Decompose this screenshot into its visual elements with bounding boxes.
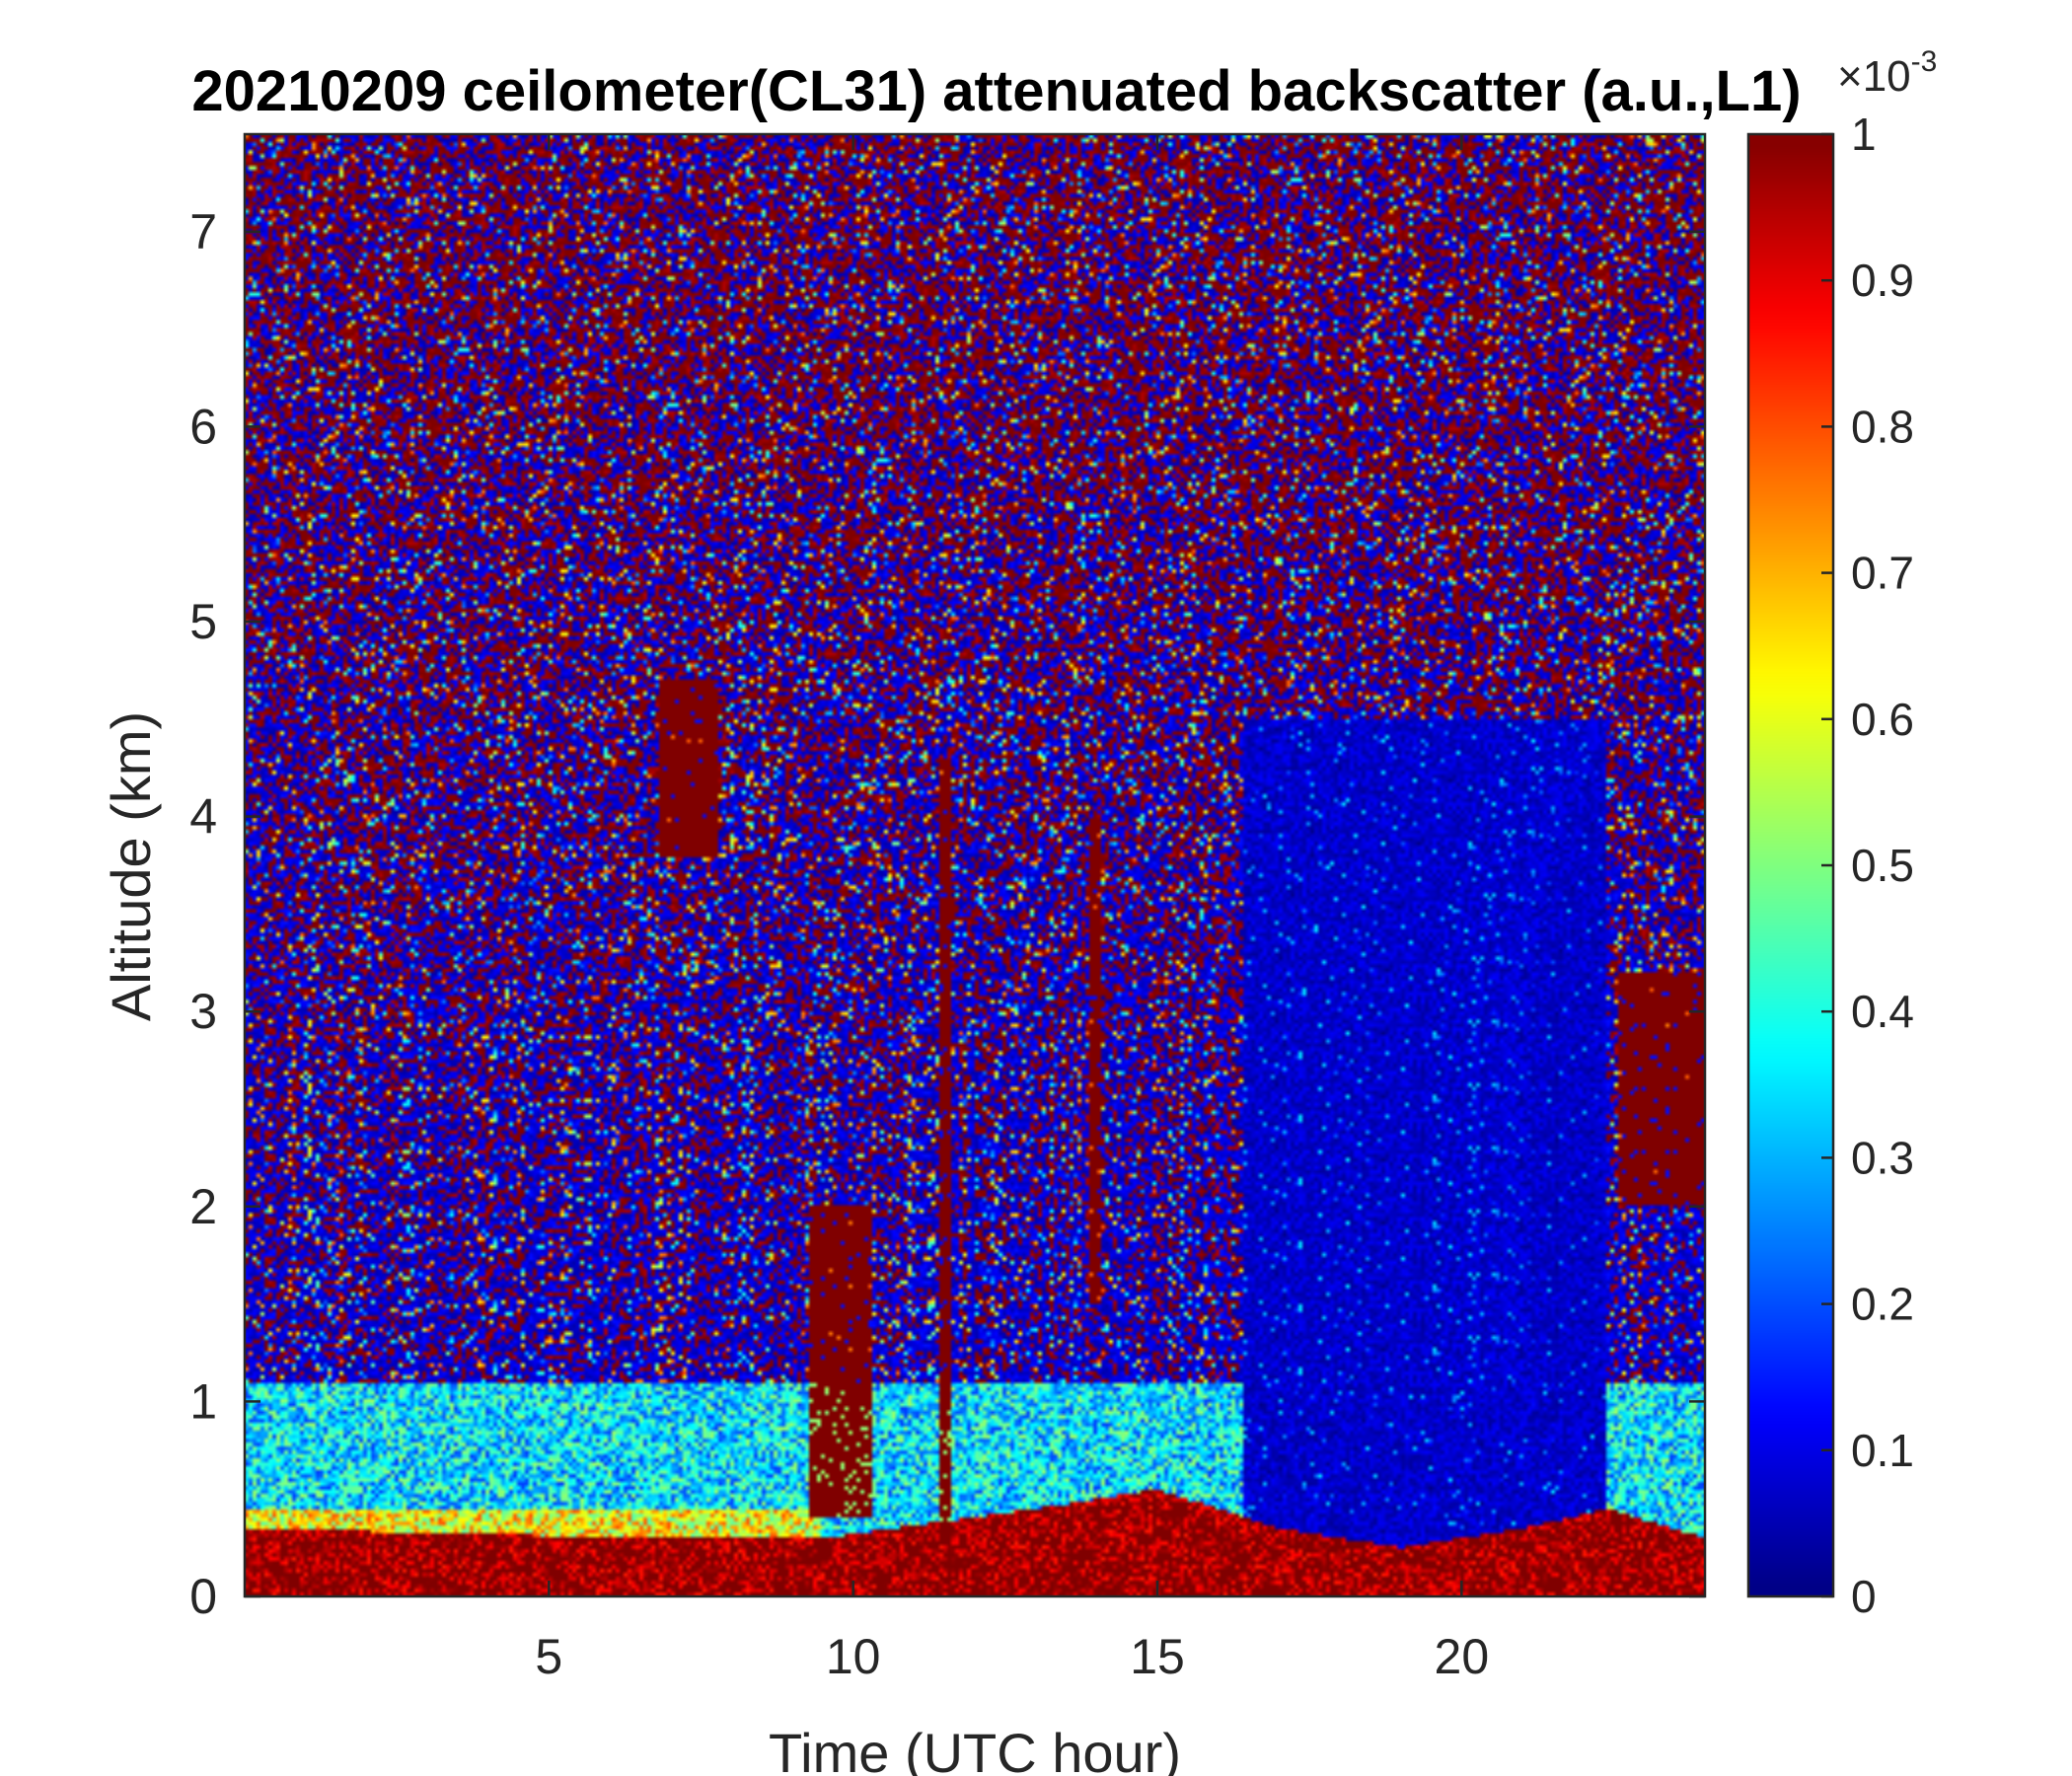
- heatmap-plot: [243, 132, 1707, 1598]
- colorbar-tick-label: 0.3: [1851, 1132, 1914, 1183]
- y-tick-label: 5: [189, 594, 217, 649]
- x-tick-label: 10: [826, 1629, 881, 1684]
- colorbar-tick-label: 0.8: [1851, 401, 1914, 452]
- x-axis: 5 10 15 20: [535, 134, 1489, 1684]
- x-tick-label: 5: [535, 1629, 562, 1684]
- x-tick-label: 15: [1130, 1629, 1185, 1684]
- y-tick-label: 3: [189, 984, 217, 1039]
- y-axis-label: Altitude (km): [100, 711, 162, 1021]
- colorbar-tick-label: 0.9: [1851, 255, 1914, 306]
- colorbar-gradient: [1748, 134, 1833, 1596]
- colorbar-tick-label: 0.7: [1851, 548, 1914, 599]
- colorbar-tick-label: 0.4: [1851, 986, 1914, 1037]
- y-tick-label: 1: [189, 1373, 217, 1429]
- colorbar-ticks: 0 0.1 0.2 0.3 0.4 0.5 0.6 0.7 0.8 0.9 1: [1821, 109, 1914, 1622]
- chart-title: 20210209 ceilometer(CL31) attenuated bac…: [191, 59, 1801, 123]
- colorbar-exponent: ×10-3: [1837, 45, 1937, 101]
- y-tick-label: 4: [189, 789, 217, 845]
- y-tick-label: 7: [189, 204, 217, 259]
- y-tick-label: 2: [189, 1179, 217, 1234]
- x-axis-label: Time (UTC hour): [769, 1722, 1181, 1776]
- colorbar-tick-label: 0.5: [1851, 840, 1914, 891]
- plot-frame: [243, 132, 1707, 1598]
- colorbar-tick-label: 0: [1851, 1571, 1877, 1622]
- colorbar-tick-label: 0.2: [1851, 1279, 1914, 1330]
- y-axis: 0 1 2 3 4 5 6 7: [189, 204, 1705, 1624]
- colorbar: 0 0.1 0.2 0.3 0.4 0.5 0.6 0.7 0.8 0.9 1 ×10-3: [1746, 45, 1937, 1622]
- heatmap-image: [245, 134, 1705, 1596]
- colorbar-tick-label: 1: [1851, 109, 1877, 160]
- y-tick-label: 0: [189, 1569, 217, 1624]
- colorbar-tick-label: 0.6: [1851, 694, 1914, 745]
- colorbar-tick-label: 0.1: [1851, 1425, 1914, 1476]
- x-tick-label: 20: [1435, 1629, 1490, 1684]
- y-tick-label: 6: [189, 399, 217, 454]
